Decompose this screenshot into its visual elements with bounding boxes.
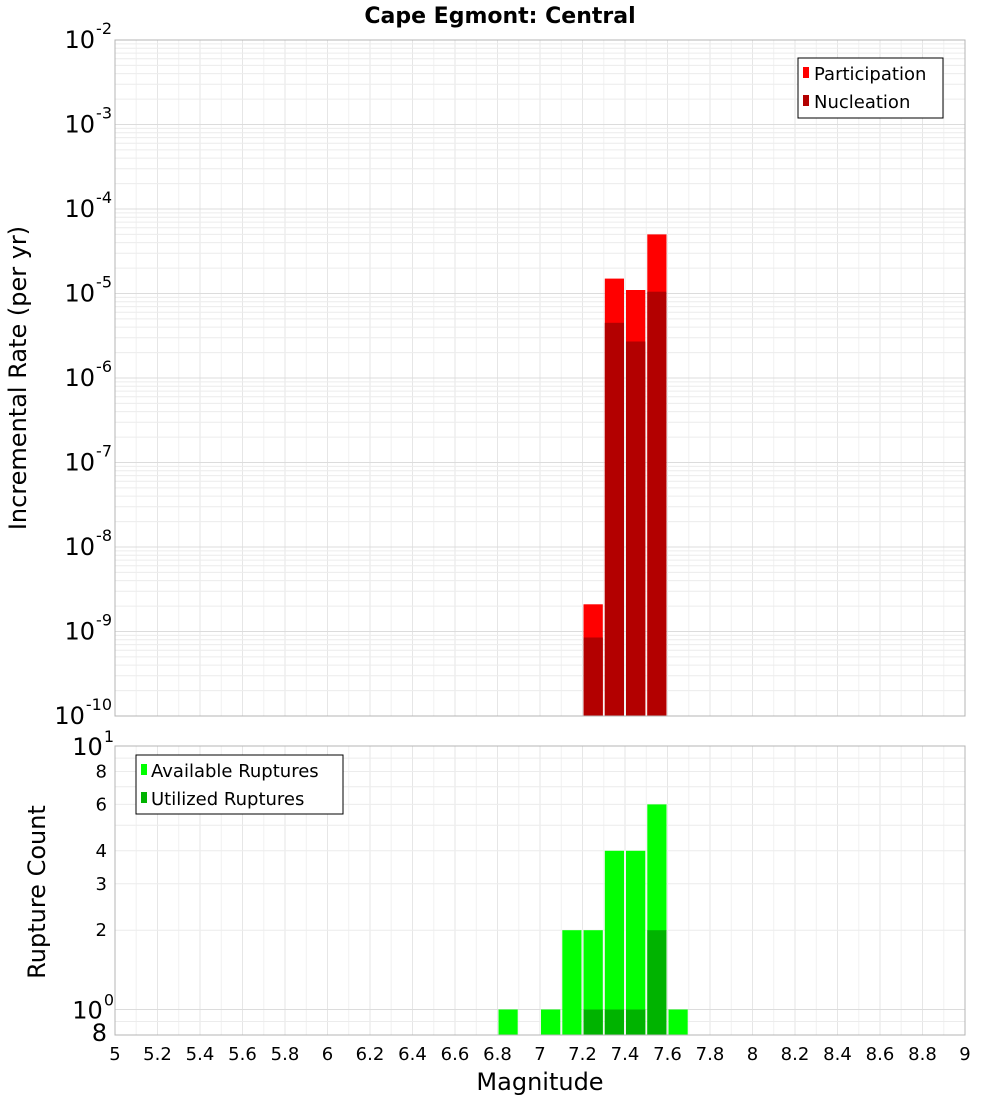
top-y-tick-label: 10-6 <box>65 357 113 392</box>
top-y-tick-label: 10-2 <box>65 19 113 54</box>
bottom-y-tick-label: 8 <box>96 762 107 783</box>
bottom-y-tick-label: 101 <box>72 727 114 761</box>
top-y-tick-label: 10-5 <box>65 273 113 308</box>
bottom-bar-utilized-ruptures <box>626 1009 646 1035</box>
chart-title: Cape Egmont: Central <box>364 4 635 29</box>
bottom-bar-available-ruptures <box>498 1009 518 1035</box>
legend-swatch-nucleation <box>803 95 809 106</box>
x-tick-label: 8.6 <box>866 1044 895 1065</box>
bottom-plot-bars <box>498 804 688 1035</box>
top-y-tick-label: 10-3 <box>65 104 113 139</box>
top-y-tick-label: 10-8 <box>65 526 113 561</box>
legend-swatch-utilized <box>141 792 147 803</box>
x-tick-label: 9 <box>959 1044 970 1065</box>
bottom-bar-available-ruptures <box>541 1009 561 1035</box>
x-tick-label: 8.2 <box>781 1044 810 1065</box>
bottom-bar-available-ruptures <box>668 1009 688 1035</box>
bottom-y-tick-label: 100 <box>72 990 114 1024</box>
top-y-tick-label: 10-9 <box>65 611 113 646</box>
top-legend: Participation Nucleation <box>797 57 944 119</box>
bottom-y-tick-label: 8 <box>92 1019 107 1047</box>
bottom-bar-available-ruptures <box>562 930 582 1035</box>
legend-label-participation: Participation <box>814 64 926 85</box>
top-bar-nucleation <box>626 341 646 716</box>
bottom-y-axis-label: Rupture Count <box>23 805 51 979</box>
bottom-y-tick-label: 3 <box>96 874 107 895</box>
x-tick-label: 5.2 <box>143 1044 172 1065</box>
bottom-bar-available-ruptures <box>626 850 646 1035</box>
top-plot-bars <box>583 234 667 716</box>
x-tick-label: 6.8 <box>483 1044 512 1065</box>
x-tick-label: 7 <box>534 1044 545 1065</box>
bottom-y-tick-label: 2 <box>96 920 107 941</box>
x-tick-label: 8 <box>747 1044 758 1065</box>
top-bar-nucleation <box>647 291 667 716</box>
top-y-tick-label: 10-7 <box>65 442 113 477</box>
legend-label-available: Available Ruptures <box>151 761 319 782</box>
top-y-axis-ticks: 10-2 10-3 10-4 10-5 10-6 10-7 10-8 10-9 10-10 <box>54 19 112 730</box>
top-y-axis-label: Incremental Rate (per yr) <box>4 226 32 530</box>
x-tick-label: 6.2 <box>356 1044 385 1065</box>
legend-swatch-participation <box>803 67 809 78</box>
x-tick-label: 6.6 <box>441 1044 470 1065</box>
top-legend-box <box>797 57 944 119</box>
bottom-legend: Available Ruptures Utilized Ruptures <box>135 754 344 815</box>
bottom-bar-utilized-ruptures <box>583 1009 603 1035</box>
top-bar-nucleation <box>583 637 603 716</box>
x-tick-label: 6.4 <box>398 1044 427 1065</box>
x-tick-label: 5.4 <box>186 1044 215 1065</box>
top-bar-nucleation <box>604 322 624 716</box>
top-plot-grid <box>114 40 966 717</box>
bottom-y-tick-label: 4 <box>96 841 107 862</box>
top-y-tick-label: 10-10 <box>54 695 112 730</box>
top-plot-frame <box>114 39 966 717</box>
bottom-bar-utilized-ruptures <box>647 930 667 1035</box>
bottom-legend-box <box>135 754 344 815</box>
legend-label-utilized: Utilized Ruptures <box>151 789 304 810</box>
x-tick-label: 5.6 <box>228 1044 257 1065</box>
bottom-bar-utilized-ruptures <box>604 1009 624 1035</box>
top-y-tick-label: 10-4 <box>65 188 113 223</box>
x-axis-ticks: 5 5.2 5.4 5.6 5.8 6 6.2 6.4 6.6 6.8 7 7.2 7.4 7.6 7.8 8… <box>109 1044 970 1065</box>
x-axis-label: Magnitude <box>476 1068 603 1096</box>
x-tick-label: 8.4 <box>823 1044 852 1065</box>
bottom-plot-frame <box>114 745 966 1036</box>
x-tick-label: 7.2 <box>568 1044 597 1065</box>
x-tick-label: 5 <box>109 1044 120 1065</box>
x-tick-label: 6 <box>322 1044 333 1065</box>
legend-label-nucleation: Nucleation <box>814 92 910 113</box>
bottom-bar-available-ruptures <box>583 930 603 1035</box>
x-tick-label: 5.8 <box>271 1044 300 1065</box>
bottom-y-tick-label: 6 <box>96 794 107 815</box>
legend-swatch-available <box>141 764 147 775</box>
x-tick-label: 7.4 <box>611 1044 640 1065</box>
x-tick-label: 8.8 <box>908 1044 937 1065</box>
x-tick-label: 7.8 <box>696 1044 725 1065</box>
bottom-bar-available-ruptures <box>604 850 624 1035</box>
x-tick-label: 7.6 <box>653 1044 682 1065</box>
